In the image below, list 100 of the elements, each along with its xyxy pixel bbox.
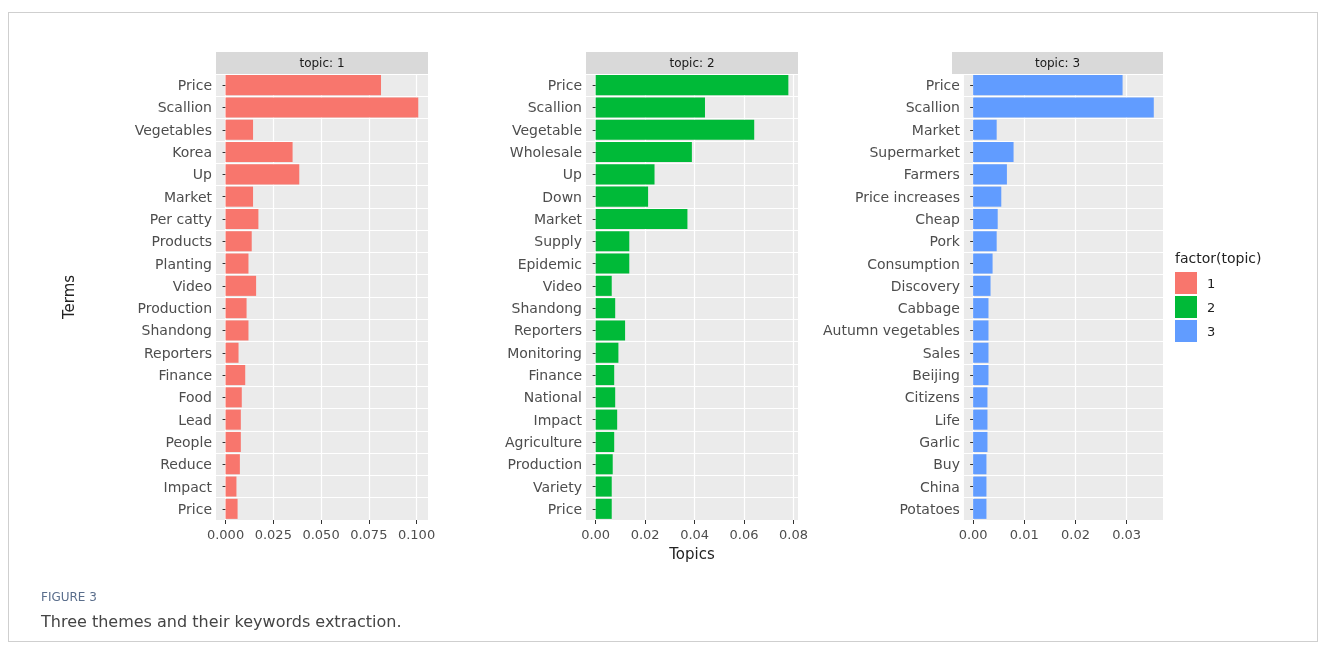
x-tick-label: 0.075 [350, 527, 388, 542]
y-tick-label: Down [542, 188, 582, 205]
y-tick-label: Price increases [855, 188, 960, 205]
bar [595, 142, 692, 163]
y-tick-label: Wholesale [509, 144, 582, 161]
y-tick-label: Sales [922, 344, 960, 361]
y-tick-label: Lead [178, 411, 212, 428]
y-tick-label: Price [177, 77, 212, 94]
bar [225, 119, 254, 140]
bar [973, 320, 989, 341]
x-tick-label: 0.03 [1112, 527, 1142, 542]
bar [973, 476, 987, 497]
y-tick-label: Price [547, 500, 582, 517]
bar [973, 342, 989, 363]
bar [225, 186, 254, 207]
y-tick-label: Cabbage [897, 300, 960, 317]
x-axis-title: Topics [668, 544, 715, 563]
y-tick-label: People [165, 433, 212, 450]
bar [973, 454, 987, 475]
y-tick-label: Price [925, 77, 960, 94]
x-tick-label: 0.100 [397, 527, 436, 542]
y-tick-label: Variety [532, 478, 582, 495]
bar [225, 320, 249, 341]
bar [973, 275, 991, 296]
bar [595, 298, 616, 319]
bar [973, 431, 988, 452]
y-tick-label: Impact [163, 478, 213, 495]
bar [595, 253, 630, 274]
bar [225, 409, 241, 430]
y-tick-label: Reporters [143, 344, 212, 361]
bar [595, 342, 619, 363]
y-tick-label: Supermarket [869, 144, 961, 161]
y-tick-label: Monitoring [507, 344, 582, 361]
bar [595, 231, 630, 252]
y-tick-label: Video [172, 277, 212, 294]
y-tick-label: Epidemic [517, 255, 582, 272]
y-tick-label: Reduce [160, 456, 212, 473]
y-tick-label: Beijing [912, 367, 960, 384]
bar [973, 387, 988, 408]
y-tick-label: Finance [158, 367, 212, 384]
y-tick-label: Supply [534, 233, 582, 250]
x-tick-label: 0.02 [1061, 527, 1090, 542]
y-tick-label: Life [934, 411, 960, 428]
bar [595, 409, 618, 430]
x-tick-label: 0.050 [302, 527, 340, 542]
y-tick-label: Scallion [157, 99, 212, 116]
bar [973, 231, 997, 252]
bar [973, 409, 988, 430]
bar [225, 275, 257, 296]
bar [973, 186, 1002, 207]
y-tick-label: Video [542, 277, 582, 294]
y-tick-label: Shandong [511, 300, 582, 317]
y-tick-label: Market [533, 210, 583, 227]
y-tick-label: Autumn vegetables [822, 322, 960, 339]
bar [225, 454, 240, 475]
bar [225, 231, 252, 252]
x-tick-label: 0.02 [630, 527, 660, 542]
bar [595, 365, 615, 386]
bar [595, 186, 649, 207]
bar [225, 97, 419, 118]
y-tick-label: China [919, 478, 960, 495]
y-tick-label: Garlic [919, 433, 960, 450]
bar [225, 208, 259, 229]
text: 1 [1207, 276, 1216, 291]
bar [225, 164, 300, 185]
x-tick-label: 0.01 [1009, 527, 1039, 542]
bar [595, 119, 755, 140]
bar [973, 97, 1154, 118]
y-tick-label: National [523, 389, 582, 406]
x-tick-label: 0.00 [958, 527, 988, 542]
chart-title: topic: 1 [299, 56, 345, 70]
x-tick-label: 0.00 [581, 527, 611, 542]
bar [973, 298, 989, 319]
bar [595, 208, 688, 229]
y-tick-label: Up [562, 166, 583, 183]
y-tick-label: Vegetable [511, 121, 582, 138]
x-tick-label: 0.04 [680, 527, 710, 542]
y-tick-label: Farmers [903, 166, 960, 183]
y-tick-label: Food [178, 389, 212, 406]
bar [595, 97, 705, 118]
chart-title: topic: 2 [669, 56, 715, 70]
y-tick-label: Impact [533, 411, 583, 428]
legend-label: 3 [1207, 324, 1216, 339]
x-tick-label: 0.000 [206, 527, 245, 542]
bar [225, 142, 293, 163]
y-tick-label: Scallion [527, 99, 582, 116]
y-tick-label: Production [137, 300, 212, 317]
y-tick-label: Reporters [513, 322, 582, 339]
y-tick-label: Buy [933, 456, 960, 473]
text: Three themes and their keywords extraction. [41, 612, 402, 631]
bar [225, 476, 237, 497]
y-tick-label: Citizens [904, 389, 960, 406]
bar [225, 298, 247, 319]
y-tick-label: Planting [155, 255, 212, 272]
bar [595, 431, 615, 452]
bar [973, 253, 993, 274]
bar [225, 387, 242, 408]
y-tick-label: Price [547, 77, 582, 94]
bar [595, 454, 613, 475]
text: 2 [1207, 300, 1216, 315]
